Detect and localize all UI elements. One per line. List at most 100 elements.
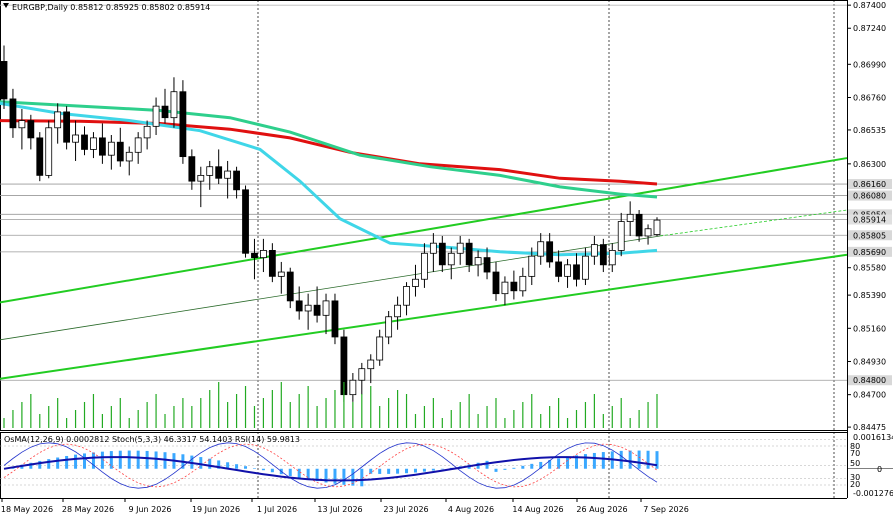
bearish-candle [313, 304, 321, 316]
bearish-candle [510, 281, 518, 292]
bullish-candle [304, 304, 312, 312]
bullish-candle [358, 368, 366, 381]
price-tick-label: 0.87400 [853, 1, 886, 10]
bearish-candle [286, 271, 294, 302]
price-tick-label: 0.86535 [853, 126, 886, 135]
bullish-candle [653, 219, 661, 235]
bullish-candle [590, 244, 598, 257]
bullish-candle [385, 316, 393, 338]
bearish-candle [251, 252, 258, 259]
bullish-candle [277, 271, 285, 277]
bullish-candle [582, 255, 589, 280]
date-label: 19 Jun 2026 [192, 505, 240, 514]
bearish-candle [573, 264, 580, 280]
price-tick-label: 0.84930 [853, 357, 886, 366]
bullish-candle [90, 137, 97, 150]
bullish-candle [224, 170, 232, 179]
bullish-candle [260, 250, 267, 259]
date-label: 7 Sep 2026 [643, 505, 689, 514]
channel-mid-extension [659, 209, 848, 237]
date-label: 4 Aug 2026 [448, 505, 494, 514]
bullish-candle [528, 255, 536, 277]
symbol-menu-icon[interactable] [3, 3, 9, 8]
bearish-candle [179, 91, 187, 158]
bullish-candle [608, 250, 616, 266]
date-label: 9 Jun 2026 [128, 505, 171, 514]
osc-zero-label: 0 [877, 465, 882, 474]
bearish-candle [215, 166, 223, 179]
price-marker-label: 0.85805 [853, 231, 886, 240]
bearish-candle [116, 141, 124, 162]
bullish-candle [322, 300, 330, 316]
price-marker-box [848, 190, 892, 201]
osc-axis-top-label: 0.0016134 [853, 433, 893, 442]
date-label: 26 Aug 2026 [576, 505, 627, 514]
bullish-candle [349, 379, 357, 396]
bearish-candle [233, 170, 240, 191]
bearish-candle [465, 242, 473, 266]
price-axis-bg [847, 0, 893, 519]
price-marker-label: 0.85914 [853, 216, 886, 225]
bearish-candle [268, 250, 276, 277]
price-tick-label: 0.85390 [853, 291, 886, 300]
bearish-candle [98, 137, 106, 156]
date-label: 23 Jul 2026 [383, 505, 428, 514]
channel-upper-line [0, 157, 848, 304]
bearish-candle [295, 300, 303, 312]
price-marker-box [848, 209, 892, 220]
date-label: 18 May 2026 [1, 505, 53, 514]
oscillator-header: OsMA(12,26,9) 0.0002812 Stoch(5,3,3) 46.… [4, 435, 300, 444]
price-tick-label: 0.85160 [853, 324, 886, 333]
bullish-candle [143, 125, 151, 139]
bullish-candle [474, 257, 482, 266]
bullish-candle [617, 221, 625, 251]
date-label: 28 May 2026 [62, 505, 114, 514]
price-marker-box [848, 246, 892, 257]
bullish-candle [519, 275, 527, 292]
bullish-candle [72, 134, 79, 143]
bearish-candle [27, 120, 35, 139]
bullish-candle [125, 151, 133, 162]
bearish-candle [36, 137, 44, 176]
bullish-candle [107, 141, 115, 156]
price-marker-box [848, 214, 892, 225]
bearish-candle [81, 134, 88, 150]
bearish-candle [546, 241, 554, 263]
price-marker-box [848, 179, 892, 190]
bullish-candle [537, 241, 545, 257]
price-tick-label: 0.85580 [853, 264, 886, 273]
osc-level-label: 30 [850, 473, 860, 482]
price-marker-box [848, 230, 892, 241]
bullish-candle [54, 111, 62, 129]
bearish-candle [492, 271, 500, 295]
moving-average-cyan [0, 101, 658, 257]
bullish-candle [456, 242, 464, 254]
chart-symbol-header: EURGBP,Daily 0.85812 0.85925 0.85802 0.8… [12, 3, 210, 12]
moving-average-red [0, 119, 658, 186]
bullish-candle [501, 281, 509, 295]
bullish-candle [376, 336, 384, 361]
bullish-candle [45, 127, 53, 176]
bullish-candle [447, 252, 455, 266]
osc-level-label: 80 [850, 442, 860, 451]
bullish-candle [403, 286, 410, 306]
price-tick-label: 0.86990 [853, 60, 886, 69]
bearish-candle [635, 213, 643, 237]
bullish-candle [429, 242, 437, 254]
bearish-candle [483, 257, 491, 273]
bullish-candle [367, 359, 375, 370]
date-label: 1 Jul 2026 [257, 505, 297, 514]
bullish-candle [644, 228, 652, 237]
bearish-candle [438, 242, 446, 266]
price-marker-label: 0.85690 [853, 248, 886, 257]
bearish-candle [599, 244, 607, 266]
price-marker-label: 0.84800 [853, 376, 886, 385]
osc-level-label: 50 [850, 459, 860, 468]
price-marker-label: 0.86080 [853, 192, 886, 201]
bearish-candle [161, 105, 169, 119]
bearish-candle [331, 300, 339, 338]
bearish-candle [555, 261, 563, 277]
bearish-candle [242, 189, 249, 254]
